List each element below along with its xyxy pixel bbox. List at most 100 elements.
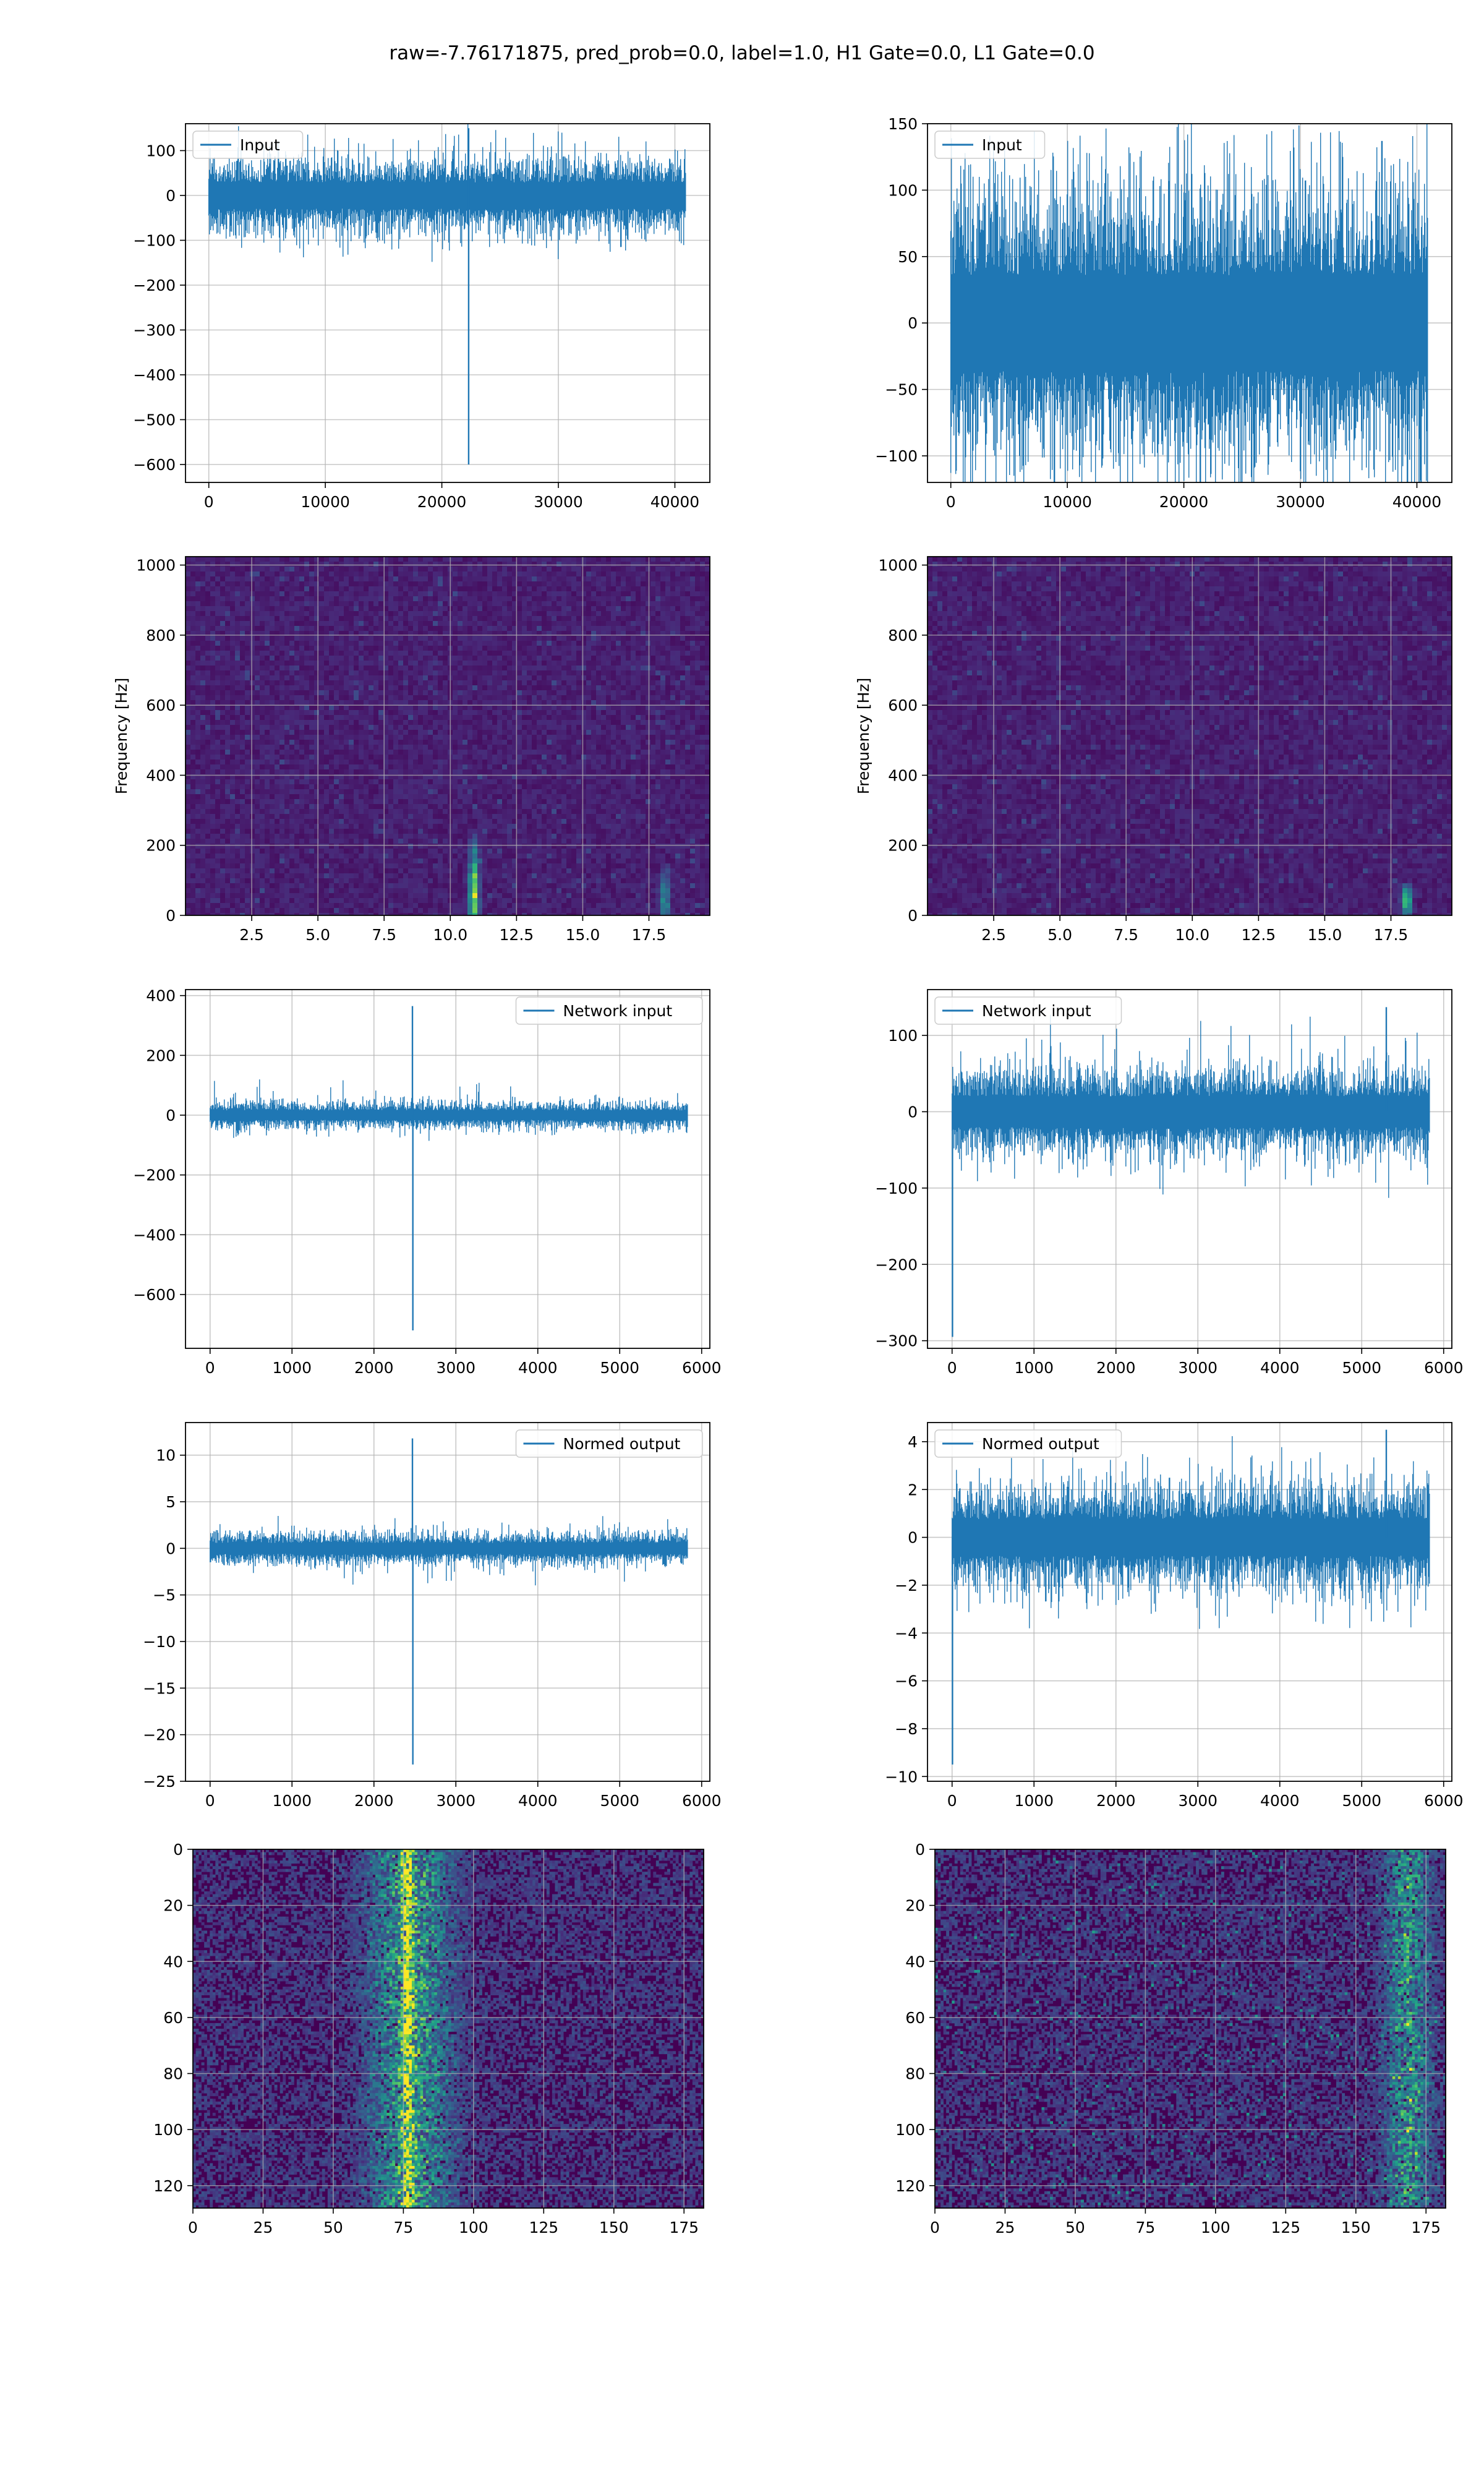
x-tick-label: 12.5 (1242, 926, 1276, 944)
y-tick-label: 20 (905, 1897, 925, 1915)
x-tick-label: 20000 (1159, 493, 1209, 511)
legend: Normed output (934, 1429, 1122, 1458)
y-tick-label: 600 (146, 696, 176, 714)
y-axis-label: Frequency [Hz] (113, 678, 130, 795)
x-tick-label: 20000 (417, 493, 467, 511)
y-tick-label: −100 (875, 1179, 918, 1197)
x-tick-label: 100 (1201, 2219, 1230, 2236)
y-tick-label: 200 (888, 837, 918, 855)
grid-lines (186, 990, 710, 1348)
y-tick-label: 5 (166, 1493, 176, 1511)
signal-trace (210, 1079, 688, 1141)
axes-frame (927, 123, 1452, 483)
h1-spectrogram-panel: 2.5 5.0 7.5 10.0 12.5 15.0 17.5 0 200 400 600 800 10… (0, 513, 742, 964)
x-tick-label: 7.5 (372, 926, 396, 944)
x-tick-label: 4000 (518, 1359, 558, 1377)
x-tick-label: 0 (930, 2219, 940, 2236)
y-tick-label: 800 (146, 627, 176, 644)
h1-network-input-panel: 0 1000 2000 3000 4000 5000 6000 400 200 0 −200 −400… (0, 946, 742, 1379)
signal-trace (950, 124, 1428, 482)
y-tick-label: 100 (888, 181, 918, 199)
y-axis-label: Frequency [Hz] (855, 678, 872, 795)
y-tick-label: −200 (875, 1256, 918, 1273)
legend: Input (934, 131, 1046, 159)
feature-map-cells (193, 1849, 704, 2208)
axes-frame (185, 556, 710, 916)
y-tick-label: −50 (885, 381, 918, 399)
x-tick-label: 10.0 (433, 926, 467, 944)
x-tick-label: 0 (188, 2219, 198, 2236)
x-tick-label: 2000 (1096, 1792, 1136, 1810)
x-tick-label: 4000 (1260, 1792, 1300, 1810)
y-tick-label: 100 (153, 2121, 183, 2139)
legend-label: Normed output (563, 1435, 681, 1453)
h1-input-panel: 0 10000 20000 30000 40000 100 0 −100 −200 −300 −40… (0, 80, 742, 513)
y-tick-label: 600 (888, 696, 918, 714)
axes-frame (192, 1849, 704, 2209)
x-tick-label: 3000 (1178, 1359, 1217, 1377)
y-tick-label: −200 (133, 276, 176, 294)
y-tick-label: 0 (915, 1841, 925, 1859)
h1-input-chart: 0 10000 20000 30000 40000 100 0 −100 −200 −300 −40… (133, 123, 710, 511)
y-tick-label: 2 (908, 1481, 918, 1499)
signal-trace (210, 1516, 688, 1586)
x-tick-label: 7.5 (1114, 926, 1138, 944)
y-tick-label: −5 (153, 1586, 176, 1604)
y-tick-label: 40 (163, 1953, 183, 1971)
l1-normed-output-panel: 0 1000 2000 3000 4000 5000 6000 4 2 0 −2 −4 −6 −8 −10 N… (742, 1379, 1484, 1812)
y-tick-label: 0 (166, 1539, 176, 1557)
axes-frame (927, 1422, 1452, 1782)
y-tick-label: −8 (895, 1720, 918, 1738)
y-tick-label: 150 (888, 115, 918, 133)
x-tick-label: 4000 (1260, 1359, 1300, 1377)
l1-feature-map-chart: 0 25 50 75 100 125 150 175 0 20 40 60 80 100 120 (895, 1841, 1446, 2236)
x-tick-label: 0 (205, 1359, 215, 1377)
x-tick-label: 150 (1341, 2219, 1371, 2236)
x-tick-label: 2000 (354, 1792, 394, 1810)
legend-label: Normed output (982, 1435, 1099, 1453)
y-tick-label: 100 (146, 142, 176, 160)
y-tick-label: −10 (885, 1768, 918, 1786)
y-tick-label: −2 (895, 1577, 918, 1594)
y-tick-label: 50 (898, 248, 918, 266)
y-tick-label: −600 (133, 456, 176, 474)
x-tick-label: 3000 (436, 1792, 475, 1810)
x-tick-label: 25 (254, 2219, 273, 2236)
y-tick-label: 4 (908, 1433, 918, 1451)
x-tick-label: 5000 (600, 1792, 639, 1810)
y-tick-label: 0 (166, 907, 176, 925)
x-tick-label: 0 (947, 1359, 957, 1377)
x-tick-label: 15.0 (1308, 926, 1342, 944)
axes-frame (185, 123, 710, 483)
tick-labels: 0 10000 20000 30000 40000 150 100 50 0 −50 −100 (875, 115, 1441, 511)
y-tick-label: −600 (133, 1286, 176, 1304)
y-tick-label: −100 (875, 447, 918, 465)
grid-lines (186, 1423, 710, 1782)
x-tick-label: 75 (393, 2219, 413, 2236)
signal-trace (952, 1014, 1430, 1198)
y-tick-label: 1000 (878, 557, 918, 575)
x-tick-label: 30000 (1276, 493, 1325, 511)
l1-spectrogram-chart: 2.5 5.0 7.5 10.0 12.5 15.0 17.5 0 200 400 600 800 10… (855, 556, 1452, 964)
axes-frame (927, 989, 1452, 1349)
tick-labels: 0 1000 2000 3000 4000 5000 6000 4 2 0 −2 −4 −6 −8 −10 (885, 1433, 1463, 1810)
y-tick-label: −200 (133, 1166, 176, 1184)
y-tick-label: −400 (133, 1226, 176, 1244)
legend-label: Network input (982, 1002, 1091, 1020)
y-tick-label: 0 (908, 1103, 918, 1121)
x-tick-label: 3000 (436, 1359, 475, 1377)
legend-box (515, 996, 703, 1025)
y-tick-label: 120 (895, 2177, 925, 2195)
feature-map-cells (935, 1849, 1446, 2208)
y-tick-label: 0 (908, 1529, 918, 1547)
y-tick-label: −25 (143, 1773, 176, 1791)
y-tick-label: −500 (133, 411, 176, 429)
y-tick-label: −300 (875, 1332, 918, 1350)
x-tick-label: 17.5 (632, 926, 667, 944)
legend-label: Input (982, 136, 1022, 154)
x-tick-label: 50 (323, 2219, 343, 2236)
x-tick-label: 175 (669, 2219, 699, 2236)
x-tick-label: 10.0 (1175, 926, 1209, 944)
legend-label: Input (240, 136, 280, 154)
x-tick-label: 5.0 (1047, 926, 1072, 944)
